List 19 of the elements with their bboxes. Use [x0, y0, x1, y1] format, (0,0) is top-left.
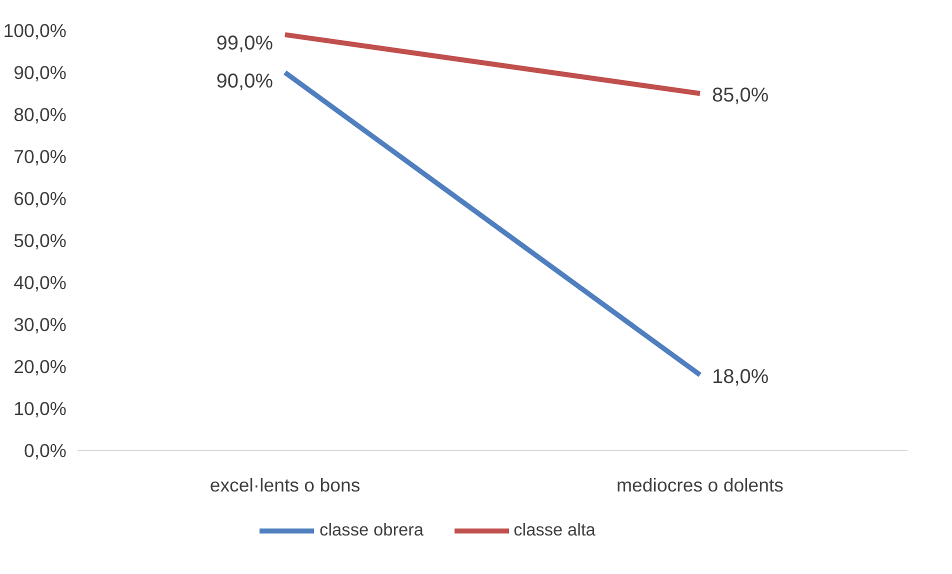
y-tick-label: 30,0%	[14, 314, 67, 335]
y-tick-label: 10,0%	[14, 398, 67, 419]
y-tick-label: 70,0%	[14, 146, 67, 167]
y-tick-label: 90,0%	[14, 62, 67, 83]
legend-label: classe alta	[514, 520, 596, 540]
y-tick-label: 0,0%	[24, 440, 67, 461]
data-label: 18,0%	[712, 366, 769, 388]
y-tick-label: 80,0%	[14, 104, 67, 125]
data-label: 85,0%	[712, 84, 769, 106]
y-tick-label: 100,0%	[3, 20, 67, 41]
y-tick-label: 50,0%	[14, 230, 67, 251]
legend-label: classe obrera	[320, 520, 424, 540]
y-tick-label: 60,0%	[14, 188, 67, 209]
x-tick-label: excel·lents o bons	[210, 474, 360, 496]
y-tick-label: 40,0%	[14, 272, 67, 293]
y-tick-label: 20,0%	[14, 356, 67, 377]
data-label: 90,0%	[216, 70, 274, 92]
x-tick-label: mediocres o dolents	[616, 474, 784, 496]
data-label: 99,0%	[216, 32, 274, 55]
